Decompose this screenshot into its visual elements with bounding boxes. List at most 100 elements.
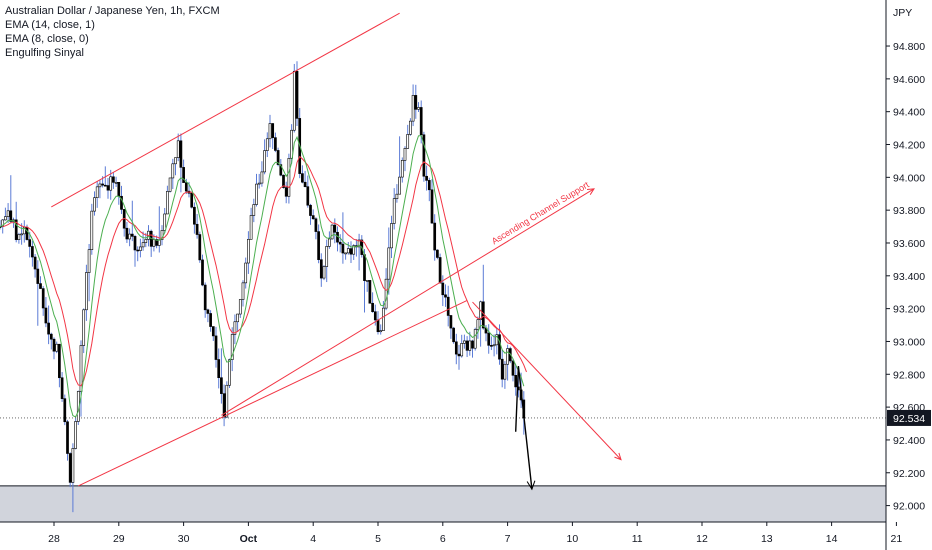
last-price-label: 92.534 [893, 413, 925, 425]
candle-body [55, 343, 59, 352]
candle-body [244, 262, 248, 284]
candle-body [211, 326, 215, 337]
candle-body [430, 189, 434, 224]
support-zone-layer [0, 485, 886, 522]
candle-body [492, 344, 496, 347]
candle-body [41, 288, 45, 309]
candle-body [174, 157, 177, 165]
x-tick-label: 7 [505, 533, 511, 545]
candle-body [328, 238, 331, 247]
candle-body [268, 123, 272, 140]
last-price-box [887, 409, 931, 426]
candle-body [228, 359, 231, 386]
candle-body [103, 184, 107, 187]
candle-body [490, 345, 493, 347]
y-tick-label: 94.000 [893, 172, 925, 184]
candle-body [31, 246, 34, 258]
candle-body [274, 137, 277, 151]
candle-body [58, 343, 61, 379]
candle-body [279, 164, 283, 176]
candle-body [409, 120, 412, 135]
candle-body [217, 359, 221, 379]
candle-body [341, 243, 345, 254]
candle-body [247, 239, 250, 264]
downtrend-arrowhead [614, 452, 622, 461]
x-tick-label: 4 [310, 533, 316, 545]
candle-body [101, 183, 104, 186]
legend-title[interactable]: Australian Dollar / Japanese Yen, 1h, FX… [5, 5, 220, 17]
candle-body [433, 222, 437, 251]
candle-body [20, 233, 23, 236]
candle-body [292, 70, 296, 131]
candle-body [263, 150, 266, 173]
channel-lower-line [78, 299, 468, 487]
candle-body [260, 171, 264, 184]
legend-ema-14[interactable]: EMA (14, close, 1) [5, 19, 95, 31]
candle-body [317, 231, 320, 260]
y-tick-label: 92.400 [893, 435, 925, 447]
candle-body [460, 343, 464, 357]
candle-body [271, 123, 275, 138]
candle-body [287, 158, 291, 197]
candles [0, 61, 526, 513]
candle-body [417, 107, 420, 110]
candle-body [222, 393, 226, 418]
candle-body [230, 334, 234, 360]
candle-body [44, 307, 48, 324]
candle-body [71, 448, 75, 483]
candle-body [39, 283, 42, 289]
candle-body [233, 321, 237, 335]
candle-body [303, 181, 307, 187]
candle-body [236, 313, 239, 323]
candle-body [249, 215, 253, 240]
y-tick-label: 94.200 [893, 140, 925, 152]
candle-body [314, 218, 318, 232]
candle-body [252, 204, 256, 216]
candle-body [85, 272, 88, 311]
candle-body [203, 284, 207, 311]
candle-body [255, 183, 258, 205]
x-tick-label: 5 [375, 533, 381, 545]
candle-body [295, 70, 299, 119]
candle-body [198, 234, 202, 261]
legend-engulfing-indicator[interactable]: Engulfing Sinyal [5, 47, 84, 59]
downtrend-line [472, 301, 622, 460]
y-tick-label: 93.800 [893, 205, 925, 217]
x-tick-label: 14 [826, 533, 838, 545]
y-tick-label: 93.200 [893, 304, 925, 316]
candle-body [95, 186, 99, 199]
candle-body [495, 334, 499, 346]
support-ray-arrowhead [586, 188, 595, 195]
candle-body [436, 249, 439, 258]
candle-body [168, 177, 172, 192]
candle-body [449, 315, 453, 329]
y-tick-label: 93.600 [893, 238, 925, 250]
candle-body [152, 239, 156, 247]
candle-body [184, 182, 188, 192]
candle-body [257, 182, 261, 185]
candle-body [63, 398, 67, 423]
candle-body [14, 219, 18, 240]
candle-body [182, 167, 185, 183]
candle-body [171, 163, 175, 179]
candle-body [109, 176, 113, 191]
candle-body [392, 198, 396, 224]
candle-body [49, 333, 53, 340]
candle-body [128, 233, 131, 240]
candle-body [206, 309, 210, 314]
x-tick-label: 29 [113, 533, 125, 545]
candle-body [365, 280, 369, 282]
candle-body [498, 334, 501, 360]
candle-body [265, 138, 269, 151]
candle-body [468, 340, 472, 351]
legend-ema-8[interactable]: EMA (8, close, 0) [5, 33, 89, 45]
candle-body [444, 294, 447, 298]
candle-body [379, 330, 383, 333]
x-tick-label: 13 [761, 533, 773, 545]
candle-body [503, 363, 507, 380]
candle-body [344, 252, 347, 255]
candle-body [454, 341, 458, 355]
candle-body [82, 309, 86, 346]
